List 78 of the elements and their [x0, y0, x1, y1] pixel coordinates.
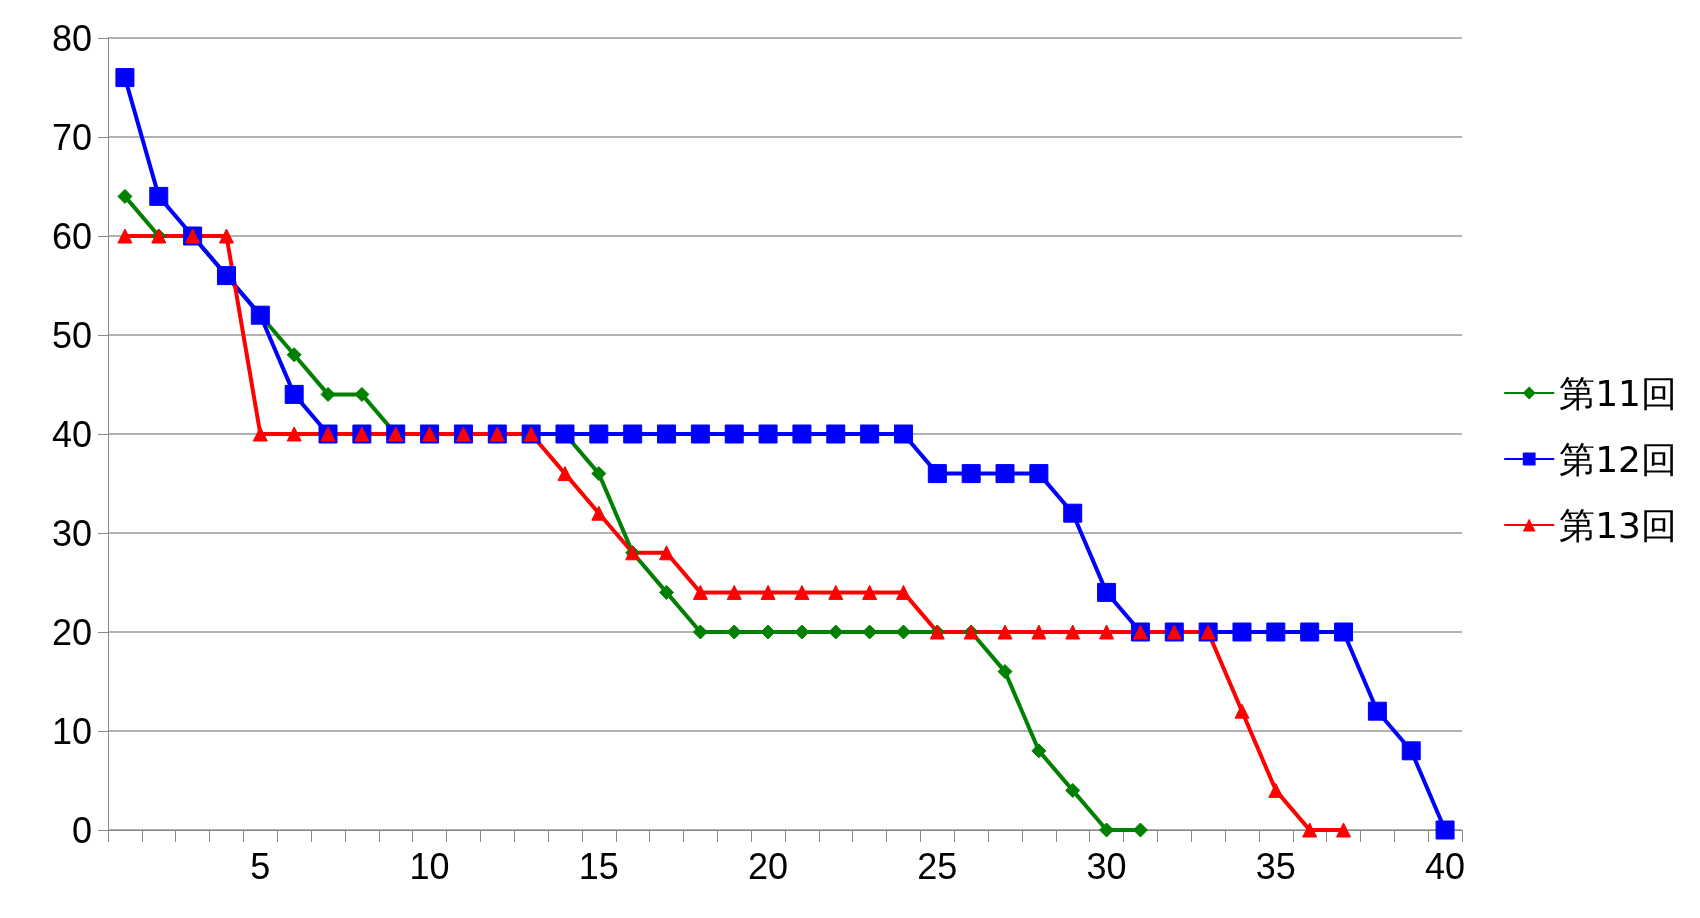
point	[218, 228, 234, 244]
point	[724, 424, 744, 444]
y-tick-label: 70	[51, 116, 92, 158]
point	[354, 386, 370, 402]
x-tick-label: 40	[1425, 845, 1466, 887]
point	[1300, 622, 1320, 642]
point	[997, 664, 1013, 680]
y-tick-label: 50	[51, 314, 92, 356]
point	[1367, 701, 1387, 721]
point	[726, 584, 742, 600]
point	[893, 424, 913, 444]
point	[1097, 582, 1117, 602]
x-tick-label: 20	[748, 845, 789, 887]
point	[320, 386, 336, 402]
point	[659, 584, 675, 600]
y-tick-label: 60	[51, 215, 92, 257]
point	[758, 424, 778, 444]
point	[927, 464, 947, 484]
y-tick-label: 40	[51, 413, 92, 455]
point	[1336, 822, 1352, 838]
point	[589, 424, 609, 444]
y-tick-label: 80	[51, 17, 92, 59]
point	[557, 466, 573, 482]
point	[115, 68, 135, 88]
point	[623, 424, 643, 444]
point	[792, 424, 812, 444]
point	[657, 424, 677, 444]
y-tick-label: 30	[51, 512, 92, 554]
x-tick-label: 5	[250, 845, 271, 887]
legend-label: 第11回	[1559, 372, 1677, 414]
y-tick-label: 0	[71, 809, 92, 851]
x-tick-label: 30	[1086, 845, 1127, 887]
point	[828, 584, 844, 600]
point	[692, 624, 708, 640]
point	[760, 584, 776, 600]
point	[659, 545, 675, 561]
point	[117, 188, 133, 204]
point	[995, 464, 1015, 484]
point	[1334, 622, 1354, 642]
point	[149, 186, 169, 206]
x-tick-label: 35	[1255, 845, 1296, 887]
point	[1234, 703, 1250, 719]
point	[286, 347, 302, 363]
point	[252, 426, 268, 442]
point	[794, 584, 810, 600]
legend-label: 第12回	[1559, 438, 1677, 480]
point	[895, 584, 911, 600]
point	[1099, 624, 1115, 640]
legend-label: 第13回	[1559, 504, 1677, 546]
point	[1031, 624, 1047, 640]
point	[826, 424, 846, 444]
point	[591, 505, 607, 521]
y-tick-label: 20	[51, 611, 92, 653]
y-tick-label: 10	[51, 710, 92, 752]
point	[1302, 822, 1318, 838]
point	[690, 424, 710, 444]
point	[1266, 622, 1286, 642]
point	[1029, 464, 1049, 484]
point	[860, 424, 880, 444]
point	[1065, 782, 1081, 798]
x-tick-label: 25	[917, 845, 958, 887]
point	[692, 584, 708, 600]
point	[1063, 503, 1083, 523]
point	[997, 624, 1013, 640]
point	[1268, 782, 1284, 798]
point	[1232, 622, 1252, 642]
point	[284, 384, 304, 404]
point	[862, 584, 878, 600]
point	[591, 466, 607, 482]
point	[1031, 743, 1047, 759]
x-tick-label: 15	[578, 845, 619, 887]
point	[1435, 820, 1455, 840]
point	[1401, 741, 1421, 761]
point	[286, 426, 302, 442]
point	[961, 464, 981, 484]
point	[1065, 624, 1081, 640]
point	[117, 228, 133, 244]
x-tick-label: 10	[409, 845, 450, 887]
